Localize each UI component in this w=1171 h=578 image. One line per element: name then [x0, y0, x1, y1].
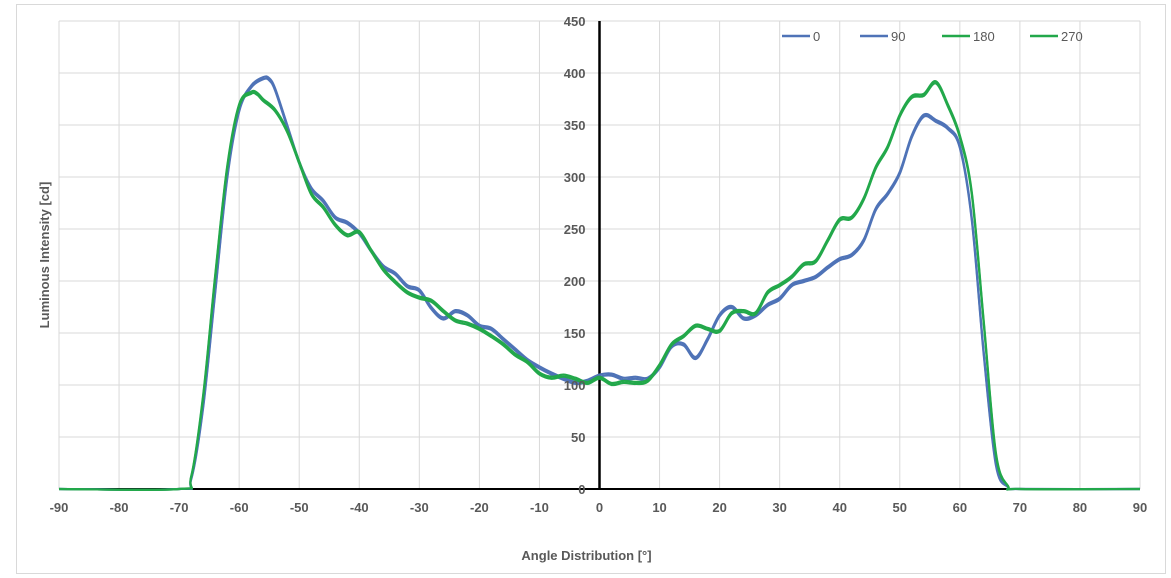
legend-label-270: 270 [1061, 29, 1083, 44]
y-tick-label: 400 [564, 66, 586, 81]
y-tick-label: 300 [564, 170, 586, 185]
x-tick-label: 0 [596, 500, 603, 515]
legend-label-180: 180 [973, 29, 995, 44]
x-tick-label: -70 [170, 500, 189, 515]
axes [59, 21, 1140, 490]
x-tick-label: -20 [470, 500, 489, 515]
x-tick-label: 40 [832, 500, 846, 515]
legend: 0 90 180 270 [782, 29, 1083, 44]
x-tick-label: 80 [1073, 500, 1087, 515]
x-tick-label: -90 [50, 500, 69, 515]
x-tick-label: -60 [230, 500, 249, 515]
x-axis-title: Angle Distribution [°] [521, 548, 651, 563]
x-tick-label: 30 [772, 500, 786, 515]
legend-label-90: 90 [891, 29, 905, 44]
legend-label-0: 0 [813, 29, 820, 44]
series-line-270 [58, 82, 1141, 491]
x-tick-label: -40 [350, 500, 369, 515]
x-tick-label: -80 [110, 500, 129, 515]
x-tick-label: 60 [953, 500, 967, 515]
y-tick-label: 50 [571, 430, 585, 445]
y-tick-label: 200 [564, 274, 586, 289]
x-tick-label: 10 [652, 500, 666, 515]
x-tick-label: 50 [893, 500, 907, 515]
y-axis-title: Luminous Intensity [cd] [37, 182, 52, 329]
y-tick-label: 350 [564, 118, 586, 133]
chart-frame [16, 4, 1166, 574]
tick-labels: -90 -80 -70 -60 -50 -40 -30 -20 -10 0 10 20 30 40 50 60… [50, 14, 1148, 515]
x-tick-label: -30 [410, 500, 429, 515]
x-tick-label: 70 [1013, 500, 1027, 515]
x-tick-label: 90 [1133, 500, 1147, 515]
x-tick-label: -50 [290, 500, 309, 515]
x-tick-label: 20 [712, 500, 726, 515]
x-tick-label: -10 [530, 500, 549, 515]
y-tick-label: 450 [564, 14, 586, 29]
y-tick-label: 0 [578, 482, 585, 497]
y-tick-label: 250 [564, 222, 586, 237]
y-tick-label: 100 [564, 378, 586, 393]
y-tick-label: 150 [564, 326, 586, 341]
series-lines [58, 75, 1141, 492]
